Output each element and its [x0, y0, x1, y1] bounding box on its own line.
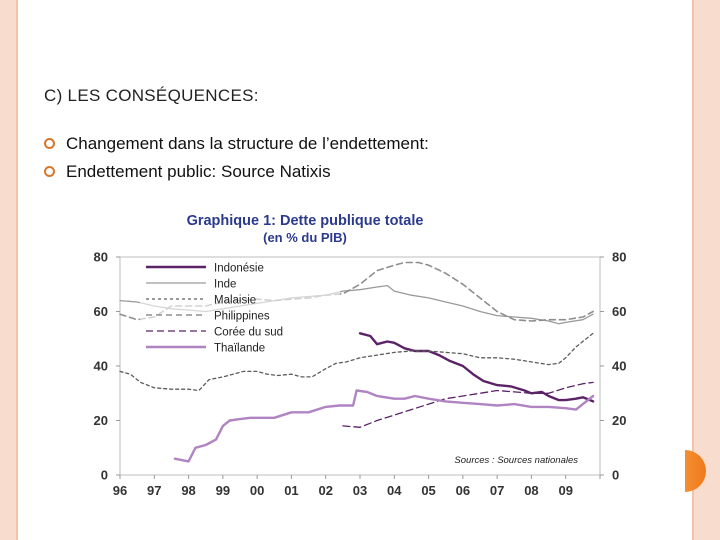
slide-frame-left-line: [16, 0, 18, 540]
series-line-thailande: [173, 389, 595, 463]
bullet-text: Endettement public: Source Natixis: [66, 162, 331, 181]
chart-title: Graphique 1: Dette publique totale: [187, 213, 424, 229]
legend-box: [140, 258, 340, 354]
x-tick-label: 99: [216, 483, 230, 498]
chart-source-note: Sources : Sources nationales: [454, 455, 578, 466]
orange-half-circle-decoration: [685, 450, 706, 492]
y-tick-label-right: 0: [612, 468, 619, 483]
legend-label: Corée du sud: [214, 327, 283, 339]
y-tick-label-left: 40: [94, 359, 108, 374]
slide-title: C) LES CONSÉQUENCES:: [44, 86, 259, 105]
x-tick-label: 05: [421, 483, 435, 498]
legend-label: Thaïlande: [214, 343, 265, 355]
x-tick-label: 00: [250, 483, 264, 498]
y-tick-label-right: 80: [612, 250, 626, 265]
bullet-text: Changement dans la structure de l’endett…: [66, 134, 429, 153]
x-tick-label: 02: [318, 483, 332, 498]
slide-frame-left: [0, 0, 16, 540]
x-tick-label: 04: [387, 483, 402, 498]
y-tick-label-right: 60: [612, 304, 626, 319]
y-tick-label-left: 80: [94, 250, 108, 265]
x-tick-label: 96: [113, 483, 127, 498]
legend-label: Malaisie: [214, 295, 256, 307]
slide-frame-right-line: [692, 0, 694, 540]
legend-label: Philippines: [214, 311, 270, 323]
bullet-list: Changement dans la structure de l’endett…: [44, 132, 429, 188]
x-tick-label: 98: [181, 483, 195, 498]
x-tick-label: 01: [284, 483, 298, 498]
x-tick-label: 03: [353, 483, 367, 498]
bullet-item: Changement dans la structure de l’endett…: [44, 132, 429, 160]
x-tick-label: 09: [558, 483, 572, 498]
y-tick-label-right: 20: [612, 413, 626, 428]
slide-frame-right: [694, 0, 720, 540]
debt-chart: Graphique 1: Dette publique totale (en %…: [94, 213, 627, 498]
series-line-malaisie: [119, 332, 594, 392]
x-tick-label: 06: [456, 483, 470, 498]
series-line-indonesie: [358, 332, 595, 403]
y-tick-label-left: 20: [94, 413, 108, 428]
x-tick-label: 08: [524, 483, 538, 498]
legend-label: Inde: [214, 279, 236, 291]
bullet-item: Endettement public: Source Natixis: [44, 160, 429, 188]
series-line-coree-du-sud: [342, 381, 594, 428]
y-tick-label-left: 60: [94, 304, 108, 319]
y-tick-label-right: 40: [612, 359, 626, 374]
bullet-circle-icon: [44, 166, 55, 177]
y-tick-label-left: 0: [101, 468, 108, 483]
bullet-circle-icon: [44, 138, 55, 149]
x-tick-label: 07: [490, 483, 504, 498]
chart-subtitle: (en % du PIB): [263, 230, 347, 245]
x-tick-label: 97: [147, 483, 161, 498]
legend-label: Indonésie: [214, 263, 264, 275]
